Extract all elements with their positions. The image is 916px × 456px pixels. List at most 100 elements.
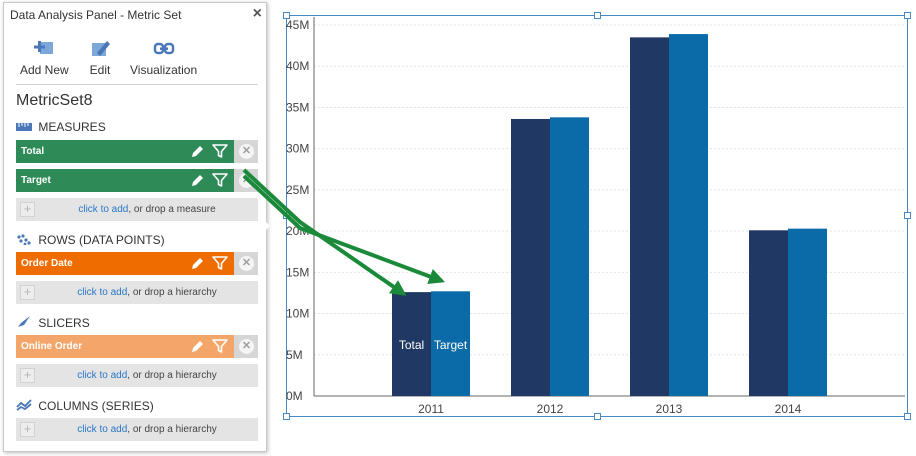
measure-label: Target: [21, 175, 51, 186]
y-tick-label: 15M: [286, 265, 309, 279]
bar-total-2014: [749, 230, 788, 396]
edit-icon: [92, 41, 110, 56]
dropzone-hint: , or drop a measure: [128, 204, 216, 215]
bar-target-2013: [669, 34, 708, 397]
measures-section-header: MEASURES: [16, 120, 106, 134]
scatter-icon: [17, 234, 31, 245]
measure-bar[interactable]: Target: [16, 169, 234, 192]
resize-handle[interactable]: [594, 12, 601, 19]
y-tick-label: 30M: [286, 142, 309, 156]
dropzone-hint: , or drop a hierarchy: [127, 370, 217, 381]
pencil-icon[interactable]: [190, 173, 205, 188]
slicers-label: SLICERS: [38, 316, 90, 330]
y-tick-label: 5M: [286, 348, 303, 362]
dropzone-hint: , or drop a hierarchy: [127, 424, 217, 435]
bar-target-2014: [788, 228, 827, 396]
remove-button[interactable]: ✕: [234, 335, 258, 358]
resize-handle[interactable]: [594, 413, 601, 420]
click-to-add-link[interactable]: click to add: [78, 204, 129, 215]
remove-icon: ✕: [239, 339, 254, 354]
columns-section-header: COLUMNS (SERIES): [16, 399, 154, 413]
columns-dropzone[interactable]: + click to add, or drop a hierarchy: [16, 418, 258, 441]
add-new-icon: [34, 41, 54, 54]
plus-icon[interactable]: +: [20, 285, 35, 300]
filter-icon[interactable]: [212, 172, 228, 188]
pencil-icon[interactable]: [190, 256, 205, 271]
rows-dropzone[interactable]: + click to add, or drop a hierarchy: [16, 281, 258, 304]
rows-label: ROWS (DATA POINTS): [38, 233, 165, 247]
y-tick-label: 25M: [286, 183, 309, 197]
row-bar[interactable]: Order Date: [16, 252, 234, 275]
y-tick-label: 0M: [286, 389, 303, 403]
annotation-arrow-target: [242, 174, 445, 285]
bar-total-2012: [511, 118, 550, 396]
slicer-item-online-order[interactable]: Online Order ✕: [16, 335, 258, 358]
slicer-label: Online Order: [21, 341, 83, 352]
visualization-icon: [153, 42, 174, 55]
bar-total-2013: [630, 37, 669, 396]
x-tick-label: 2014: [775, 402, 802, 416]
toolbar-divider: [16, 84, 258, 85]
metric-set-name: MetricSet8: [16, 92, 93, 109]
measure-label: Total: [21, 146, 45, 157]
click-to-add-link[interactable]: click to add: [77, 424, 128, 435]
ruler-icon: [16, 123, 32, 131]
visualization-button[interactable]: Visualization: [130, 39, 197, 77]
dropzone-hint: , or drop a hierarchy: [127, 287, 217, 298]
resize-handle[interactable]: [283, 12, 290, 19]
row-item-order-date[interactable]: Order Date ✕: [16, 252, 258, 275]
filter-icon[interactable]: [212, 338, 228, 354]
edit-label: Edit: [89, 63, 111, 77]
visualization-label: Visualization: [130, 63, 198, 77]
click-to-add-link[interactable]: click to add: [77, 287, 128, 298]
annotation-arrow-total: [242, 168, 407, 296]
edit-button[interactable]: Edit: [88, 39, 112, 77]
filter-icon[interactable]: [212, 255, 228, 271]
measures-label: MEASURES: [38, 120, 106, 134]
line-chart-icon: [16, 399, 32, 411]
bar-data-label: Total: [399, 338, 424, 352]
resize-handle[interactable]: [904, 212, 911, 219]
y-tick-label: 40M: [286, 59, 309, 73]
y-tick-label: 10M: [286, 307, 309, 321]
add-new-button[interactable]: Add New: [20, 39, 69, 77]
plus-icon[interactable]: +: [20, 202, 35, 217]
resize-handle[interactable]: [904, 413, 911, 420]
x-tick-label: 2012: [537, 402, 564, 416]
measure-dropzone[interactable]: + click to add, or drop a measure: [16, 198, 258, 221]
x-tick-label: 2013: [656, 402, 683, 416]
filter-icon[interactable]: [212, 143, 228, 159]
slicers-section-header: SLICERS: [16, 316, 90, 330]
slicer-bar[interactable]: Online Order: [16, 335, 234, 358]
y-tick-label: 45M: [286, 18, 309, 32]
add-new-label: Add New: [20, 63, 69, 77]
pencil-icon[interactable]: [190, 144, 205, 159]
measure-item-total[interactable]: Total ✕: [16, 140, 258, 163]
y-tick-label: 35M: [286, 100, 309, 114]
remove-icon: ✕: [239, 144, 254, 159]
panel-title: Data Analysis Panel - Metric Set: [10, 8, 182, 22]
x-tick-label: 2011: [418, 402, 444, 416]
close-icon[interactable]: ×: [252, 5, 262, 22]
resize-handle[interactable]: [904, 12, 911, 19]
panel-pointer: [262, 218, 270, 234]
measure-bar[interactable]: Total: [16, 140, 234, 163]
bar-target-2011: [431, 291, 470, 396]
resize-handle[interactable]: [283, 413, 290, 420]
bar-target-2012: [550, 117, 589, 397]
columns-label: COLUMNS (SERIES): [38, 399, 154, 413]
bar-data-label: Target: [434, 338, 468, 352]
remove-button[interactable]: ✕: [234, 252, 258, 275]
panel-toolbar: Add New Edit Visualization: [4, 39, 254, 83]
slicer-icon: [18, 316, 30, 327]
remove-icon: ✕: [239, 256, 254, 271]
remove-button[interactable]: ✕: [234, 140, 258, 163]
pencil-icon[interactable]: [190, 339, 205, 354]
click-to-add-link[interactable]: click to add: [77, 370, 128, 381]
plus-icon[interactable]: +: [20, 422, 35, 437]
slicers-dropzone[interactable]: + click to add, or drop a hierarchy: [16, 364, 258, 387]
row-label: Order Date: [21, 258, 73, 269]
plus-icon[interactable]: +: [20, 368, 35, 383]
